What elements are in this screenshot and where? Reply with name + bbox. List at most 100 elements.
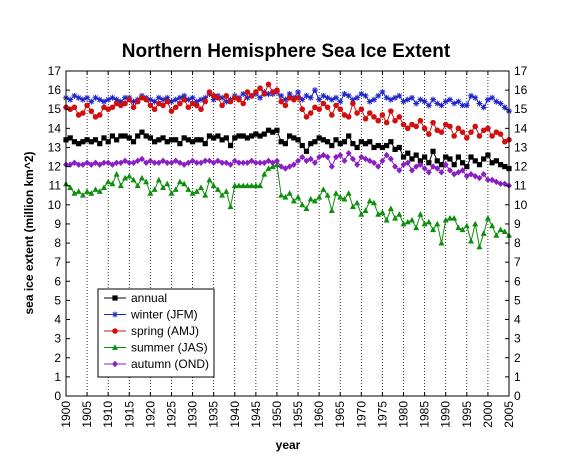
data-point-summer-1996: [468, 237, 475, 244]
data-point-annual-1943: [244, 135, 251, 141]
data-point-autumn-2003: [497, 180, 504, 187]
data-point-annual-1985: [422, 154, 428, 160]
data-point-winter-1969: [354, 94, 361, 101]
data-point-autumn-1972: [366, 157, 373, 165]
x-tick-label-1910: 1910: [101, 401, 115, 428]
data-point-spring-1905: [84, 102, 90, 109]
data-point-spring-1963: [329, 112, 335, 118]
x-tick-label-2000: 2000: [481, 401, 495, 428]
x-tick-label-1980: 1980: [397, 401, 411, 428]
data-point-autumn-1982: [408, 167, 415, 174]
data-point-autumn-1961: [320, 151, 327, 159]
data-point-autumn-1950: [273, 157, 280, 165]
data-point-summer-1920: [147, 190, 154, 196]
x-tick-label-1920: 1920: [143, 401, 157, 428]
data-point-autumn-1920: [147, 157, 154, 165]
data-point-summer-1969: [354, 199, 361, 206]
data-point-annual-1952: [282, 141, 288, 147]
data-point-annual-1987: [430, 148, 436, 154]
data-point-winter-1966: [341, 90, 348, 97]
data-point-winter-1948: [265, 90, 272, 97]
data-point-spring-1971: [362, 115, 369, 122]
y-tick-label-right-12: 12: [514, 160, 528, 174]
x-tick-label-1950: 1950: [270, 401, 284, 428]
data-point-spring-1901: [67, 106, 74, 113]
data-point-winter-1911: [109, 94, 116, 101]
data-point-spring-1941: [236, 96, 242, 103]
data-point-autumn-1957: [303, 157, 310, 165]
data-point-summer-1954: [290, 197, 297, 204]
series-line-spring: [65, 83, 510, 143]
data-point-summer-1970: [358, 211, 365, 217]
data-point-summer-1987: [430, 226, 437, 233]
data-point-winter-1905: [84, 94, 91, 101]
data-point-summer-1934: [206, 176, 213, 183]
data-point-summer-1990: [442, 216, 449, 223]
data-point-summer-1995: [463, 222, 470, 229]
x-axis-label: year: [276, 438, 301, 452]
data-point-summer-1992: [451, 215, 458, 221]
data-point-winter-1952: [282, 96, 289, 103]
data-point-annual-1968: [350, 141, 356, 147]
data-point-autumn-1902: [71, 159, 78, 166]
x-tick-label-1935: 1935: [207, 401, 221, 428]
data-point-annual-1928: [181, 135, 187, 141]
data-point-spring-1977: [388, 108, 394, 114]
data-point-summer-1949: [269, 163, 276, 169]
data-point-annual-1908: [97, 141, 103, 147]
data-point-spring-1974: [375, 117, 382, 124]
data-point-autumn-1973: [370, 159, 377, 166]
y-tick-label-left-14: 14: [48, 121, 62, 135]
data-point-winter-1920: [147, 96, 154, 103]
data-point-winter-1975: [379, 89, 386, 96]
data-point-annual-1945: [253, 131, 259, 137]
data-point-winter-1978: [392, 94, 399, 101]
x-tick-label-1915: 1915: [122, 401, 136, 428]
data-point-winter-1967: [345, 92, 352, 99]
data-point-annual-1930: [189, 139, 196, 145]
data-point-spring-1957: [303, 114, 310, 120]
data-point-spring-1956: [299, 106, 306, 113]
data-point-winter-2000: [484, 96, 491, 103]
data-point-annual-1991: [447, 156, 453, 162]
data-point-autumn-1958: [307, 155, 314, 163]
data-point-spring-1947: [261, 91, 268, 97]
data-point-summer-1939: [227, 203, 234, 210]
data-point-autumn-1960: [316, 153, 323, 161]
data-point-annual-1926: [173, 137, 179, 143]
x-tick-label-1985: 1985: [418, 401, 432, 428]
data-point-winter-1986: [425, 102, 432, 109]
data-point-autumn-1989: [438, 169, 445, 176]
data-point-summer-1980: [400, 220, 407, 227]
data-point-winter-1907: [92, 94, 99, 101]
data-point-annual-1971: [362, 141, 369, 147]
data-point-autumn-1978: [392, 163, 399, 170]
data-point-spring-1993: [455, 125, 462, 132]
data-point-annual-1916: [130, 139, 137, 145]
data-point-autumn-1996: [468, 171, 475, 178]
x-tick-label-1975: 1975: [375, 401, 389, 428]
x-tick-label-1940: 1940: [228, 401, 242, 428]
data-point-winter-1988: [434, 100, 441, 107]
data-point-winter-1959: [311, 87, 318, 94]
data-point-autumn-1940: [231, 157, 238, 165]
data-point-summer-1986: [425, 218, 432, 225]
data-point-autumn-1927: [176, 159, 183, 166]
data-point-summer-1951: [278, 192, 285, 198]
data-point-spring-1944: [248, 93, 255, 99]
data-point-annual-1911: [109, 133, 116, 139]
x-tick-label-1970: 1970: [354, 401, 368, 428]
data-point-summer-1901: [67, 184, 74, 191]
y-tick-label-left-2: 2: [54, 351, 61, 365]
data-point-spring-1987: [430, 119, 436, 126]
data-point-summer-1959: [311, 197, 318, 204]
data-point-annual-1948: [265, 127, 272, 133]
data-point-winter-1971: [362, 92, 369, 99]
data-point-annual-1981: [405, 150, 411, 156]
data-point-annual-1944: [249, 133, 255, 139]
data-point-autumn-1986: [425, 169, 432, 176]
data-point-winter-2001: [489, 94, 496, 101]
data-point-annual-1901: [67, 135, 73, 141]
data-point-annual-1966: [341, 139, 348, 145]
data-point-annual-1925: [168, 137, 175, 143]
